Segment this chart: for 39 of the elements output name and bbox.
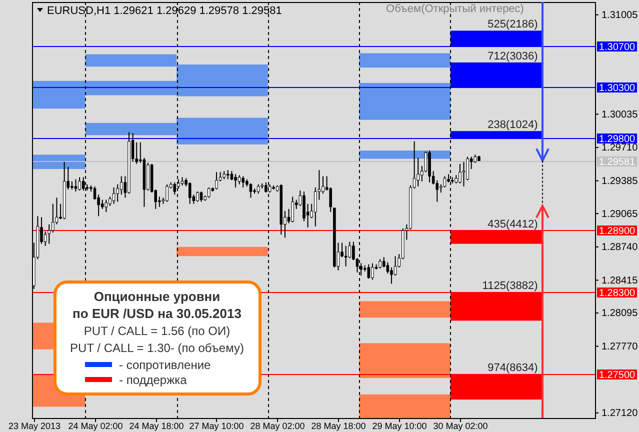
chart-subtitle: Объем(Открытый интерес) (386, 3, 524, 15)
band-label: 974(8634) (488, 362, 538, 374)
x-tick-label: 28 May 02:00 (250, 421, 305, 431)
annotation: PUT / CALL = 1.30- (по объему) (70, 341, 244, 355)
ref-line-label: 1.28900 (598, 226, 636, 237)
annotation: - сопротивление (119, 358, 212, 372)
ref-line-label: 1.29800 (598, 134, 636, 145)
y-tick-label: 1.28415 (602, 275, 638, 286)
ref-line-label: 1.29581 (598, 157, 636, 168)
band-label: 712(3036) (488, 50, 538, 62)
ref-line-label: 1.30700 (598, 42, 636, 53)
x-tick-label: 23 May 2013 (8, 421, 61, 431)
x-tick-label: 30 May 02:00 (433, 421, 488, 431)
band-label: 435(4412) (488, 218, 538, 230)
y-tick-label: 1.28740 (602, 242, 638, 254)
band-label: 525(2186) (488, 18, 538, 31)
y-tick-label: 1.29385 (602, 176, 638, 187)
annotation: Опционные уровни (94, 289, 220, 304)
x-tick-label: 28 May 18:00 (311, 421, 366, 431)
x-tick-label: 27 May 10:00 (189, 421, 244, 431)
y-tick-label: 1.27770 (602, 341, 638, 352)
annotation: PUT / CALL = 1.56 (по ОИ) (84, 324, 230, 338)
y-tick-label: 1.30035 (602, 109, 638, 120)
annotation: - поддержка (119, 373, 188, 387)
ref-line-label: 1.27500 (598, 370, 636, 381)
annotation: по EUR /USD на 30.05.2013 (72, 306, 242, 321)
ref-line-label: 1.30300 (598, 83, 636, 94)
x-tick-label: 24 May 18:00 (129, 421, 184, 431)
x-tick-label: 29 May 10:00 (372, 421, 427, 431)
band-label: 238(1024) (488, 119, 538, 132)
y-tick-label: 1.29065 (602, 208, 638, 220)
band-label: 1125(3882) (482, 280, 538, 292)
ref-line-label: 1.28300 (598, 288, 636, 299)
y-tick-label: 1.28095 (602, 308, 638, 320)
y-tick-label: 1.27120 (602, 408, 638, 420)
text: EURUSD,H1 1.29621 1.29629 1.29578 1.29581 (47, 5, 282, 17)
y-tick-label: 1.29710 (602, 142, 638, 154)
x-tick-label: 24 May 02:00 (68, 421, 123, 431)
y-tick-label: 1.31005 (602, 10, 638, 22)
